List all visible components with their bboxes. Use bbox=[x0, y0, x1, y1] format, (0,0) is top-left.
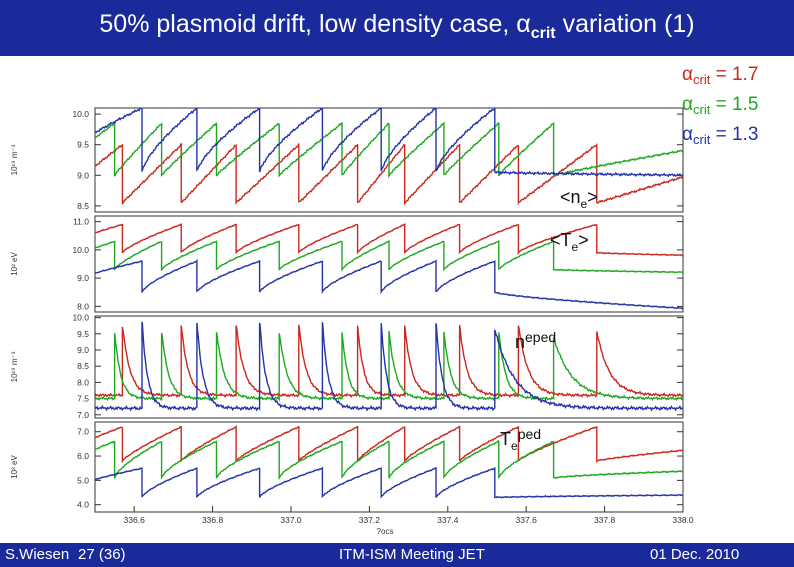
x-tick-label: 337.4 bbox=[437, 515, 459, 525]
legend-sub: crit bbox=[692, 72, 711, 87]
series-line-teped-a17 bbox=[95, 424, 683, 464]
series-line-ne-a15 bbox=[95, 121, 683, 179]
chart: 8.5 9.0 9.5 10.0 10¹⁹ m⁻³ <ne> 8.0 9.0 10.0 11.0 1… bbox=[10, 107, 694, 536]
footer-date: 01 Dec. 2010 bbox=[650, 546, 740, 563]
legend-sub: crit bbox=[692, 132, 711, 147]
x-tick-label: 336.6 bbox=[124, 515, 146, 525]
panel-annotation-teped: Teped bbox=[500, 426, 541, 453]
x-tick-label: 337.2 bbox=[359, 515, 381, 525]
legend-value: = 1.3 bbox=[710, 124, 759, 145]
title-end: variation (1) bbox=[555, 10, 695, 38]
title-main: 50% plasmoid drift, low density case, bbox=[99, 10, 517, 38]
series-line-te-a15 bbox=[95, 239, 683, 274]
y-tick-label: 9.5 bbox=[77, 140, 89, 150]
y-tick-label: 9.0 bbox=[77, 170, 89, 180]
x-tick-label: 338.0 bbox=[672, 515, 694, 525]
y-tick-label: 9.0 bbox=[77, 273, 89, 283]
series-line-teped-a15 bbox=[95, 440, 683, 481]
panel-annotation-neped: neped bbox=[515, 329, 556, 352]
title-bar: 50% plasmoid drift, low density case, αc… bbox=[0, 0, 794, 56]
y-tick-label: 7.5 bbox=[77, 394, 89, 404]
y-axis-label: 10¹⁹ m⁻³ bbox=[10, 351, 19, 382]
panel-frame-neped bbox=[94, 315, 684, 419]
footer-page-number: 27 (36) bbox=[78, 546, 126, 563]
y-tick-label: 11.0 bbox=[73, 217, 89, 227]
series-line-te-a17 bbox=[95, 223, 683, 257]
legend-item-alpha-1-7: αcrit = 1.7 bbox=[682, 62, 792, 92]
series-line-ne-a17 bbox=[95, 142, 683, 206]
y-axis-label: 10¹⁹ m⁻³ bbox=[10, 144, 19, 175]
panel-annotation-ne: <ne> bbox=[560, 187, 598, 211]
x-tick-label: 337.8 bbox=[594, 515, 616, 525]
footer-author: S.Wiesen bbox=[5, 546, 70, 563]
series-line-neped-a15 bbox=[95, 330, 683, 402]
series-line-neped-a17 bbox=[95, 324, 683, 399]
y-tick-label: 10.0 bbox=[72, 313, 89, 323]
x-tick-label: 337.6 bbox=[516, 515, 538, 525]
y-tick-label: 8.0 bbox=[77, 377, 89, 387]
y-tick-label: 9.0 bbox=[77, 345, 89, 355]
series-line-teped-a13 bbox=[95, 466, 683, 499]
legend-item-alpha-1-3: αcrit = 1.3 bbox=[682, 122, 792, 152]
y-tick-label: 10.0 bbox=[72, 245, 89, 255]
y-tick-label: 8.5 bbox=[77, 361, 89, 371]
y-tick-label: 6.0 bbox=[77, 451, 89, 461]
legend-value: = 1.5 bbox=[710, 94, 759, 115]
y-tick-label: 10.0 bbox=[72, 109, 89, 119]
y-tick-label: 8.5 bbox=[77, 201, 89, 211]
legend-value: = 1.7 bbox=[710, 64, 759, 85]
y-axis-label: 10² eV bbox=[10, 252, 19, 276]
y-tick-label: 7.0 bbox=[77, 410, 89, 420]
panel-annotation-te: <Te> bbox=[550, 230, 589, 254]
title-alpha: α bbox=[516, 10, 531, 38]
legend-sub: crit bbox=[692, 102, 711, 117]
series-line-neped-a13 bbox=[95, 321, 683, 412]
legend: αcrit = 1.7 αcrit = 1.5 αcrit = 1.3 bbox=[682, 62, 792, 152]
y-tick-label: 5.0 bbox=[77, 475, 89, 485]
panel-frame-te bbox=[94, 215, 684, 313]
panel-frame-teped bbox=[94, 421, 684, 513]
x-tick-label: 337.0 bbox=[280, 515, 302, 525]
series-line-ne-a13 bbox=[95, 108, 683, 178]
footer-bar: S.Wiesen 27 (36) ITM-ISM Meeting JET 01 … bbox=[0, 543, 794, 567]
x-axis-label: ?ocs bbox=[377, 527, 394, 536]
y-tick-label: 4.0 bbox=[77, 500, 89, 510]
footer-meeting: ITM-ISM Meeting JET bbox=[339, 546, 485, 563]
y-tick-label: 8.0 bbox=[77, 301, 89, 311]
panel-frame-ne bbox=[94, 107, 684, 213]
legend-alpha: α bbox=[682, 64, 693, 85]
legend-alpha: α bbox=[682, 94, 693, 115]
y-axis-label: 10² eV bbox=[10, 455, 19, 479]
series-line-te-a13 bbox=[95, 258, 683, 310]
title-crit-subscript: crit bbox=[530, 25, 556, 42]
legend-alpha: α bbox=[682, 124, 693, 145]
y-tick-label: 7.0 bbox=[77, 427, 89, 437]
legend-item-alpha-1-5: αcrit = 1.5 bbox=[682, 92, 792, 122]
slide-title: 50% plasmoid drift, low density case, αc… bbox=[0, 10, 794, 43]
y-tick-label: 9.5 bbox=[77, 329, 89, 339]
x-tick-label: 336.8 bbox=[202, 515, 224, 525]
